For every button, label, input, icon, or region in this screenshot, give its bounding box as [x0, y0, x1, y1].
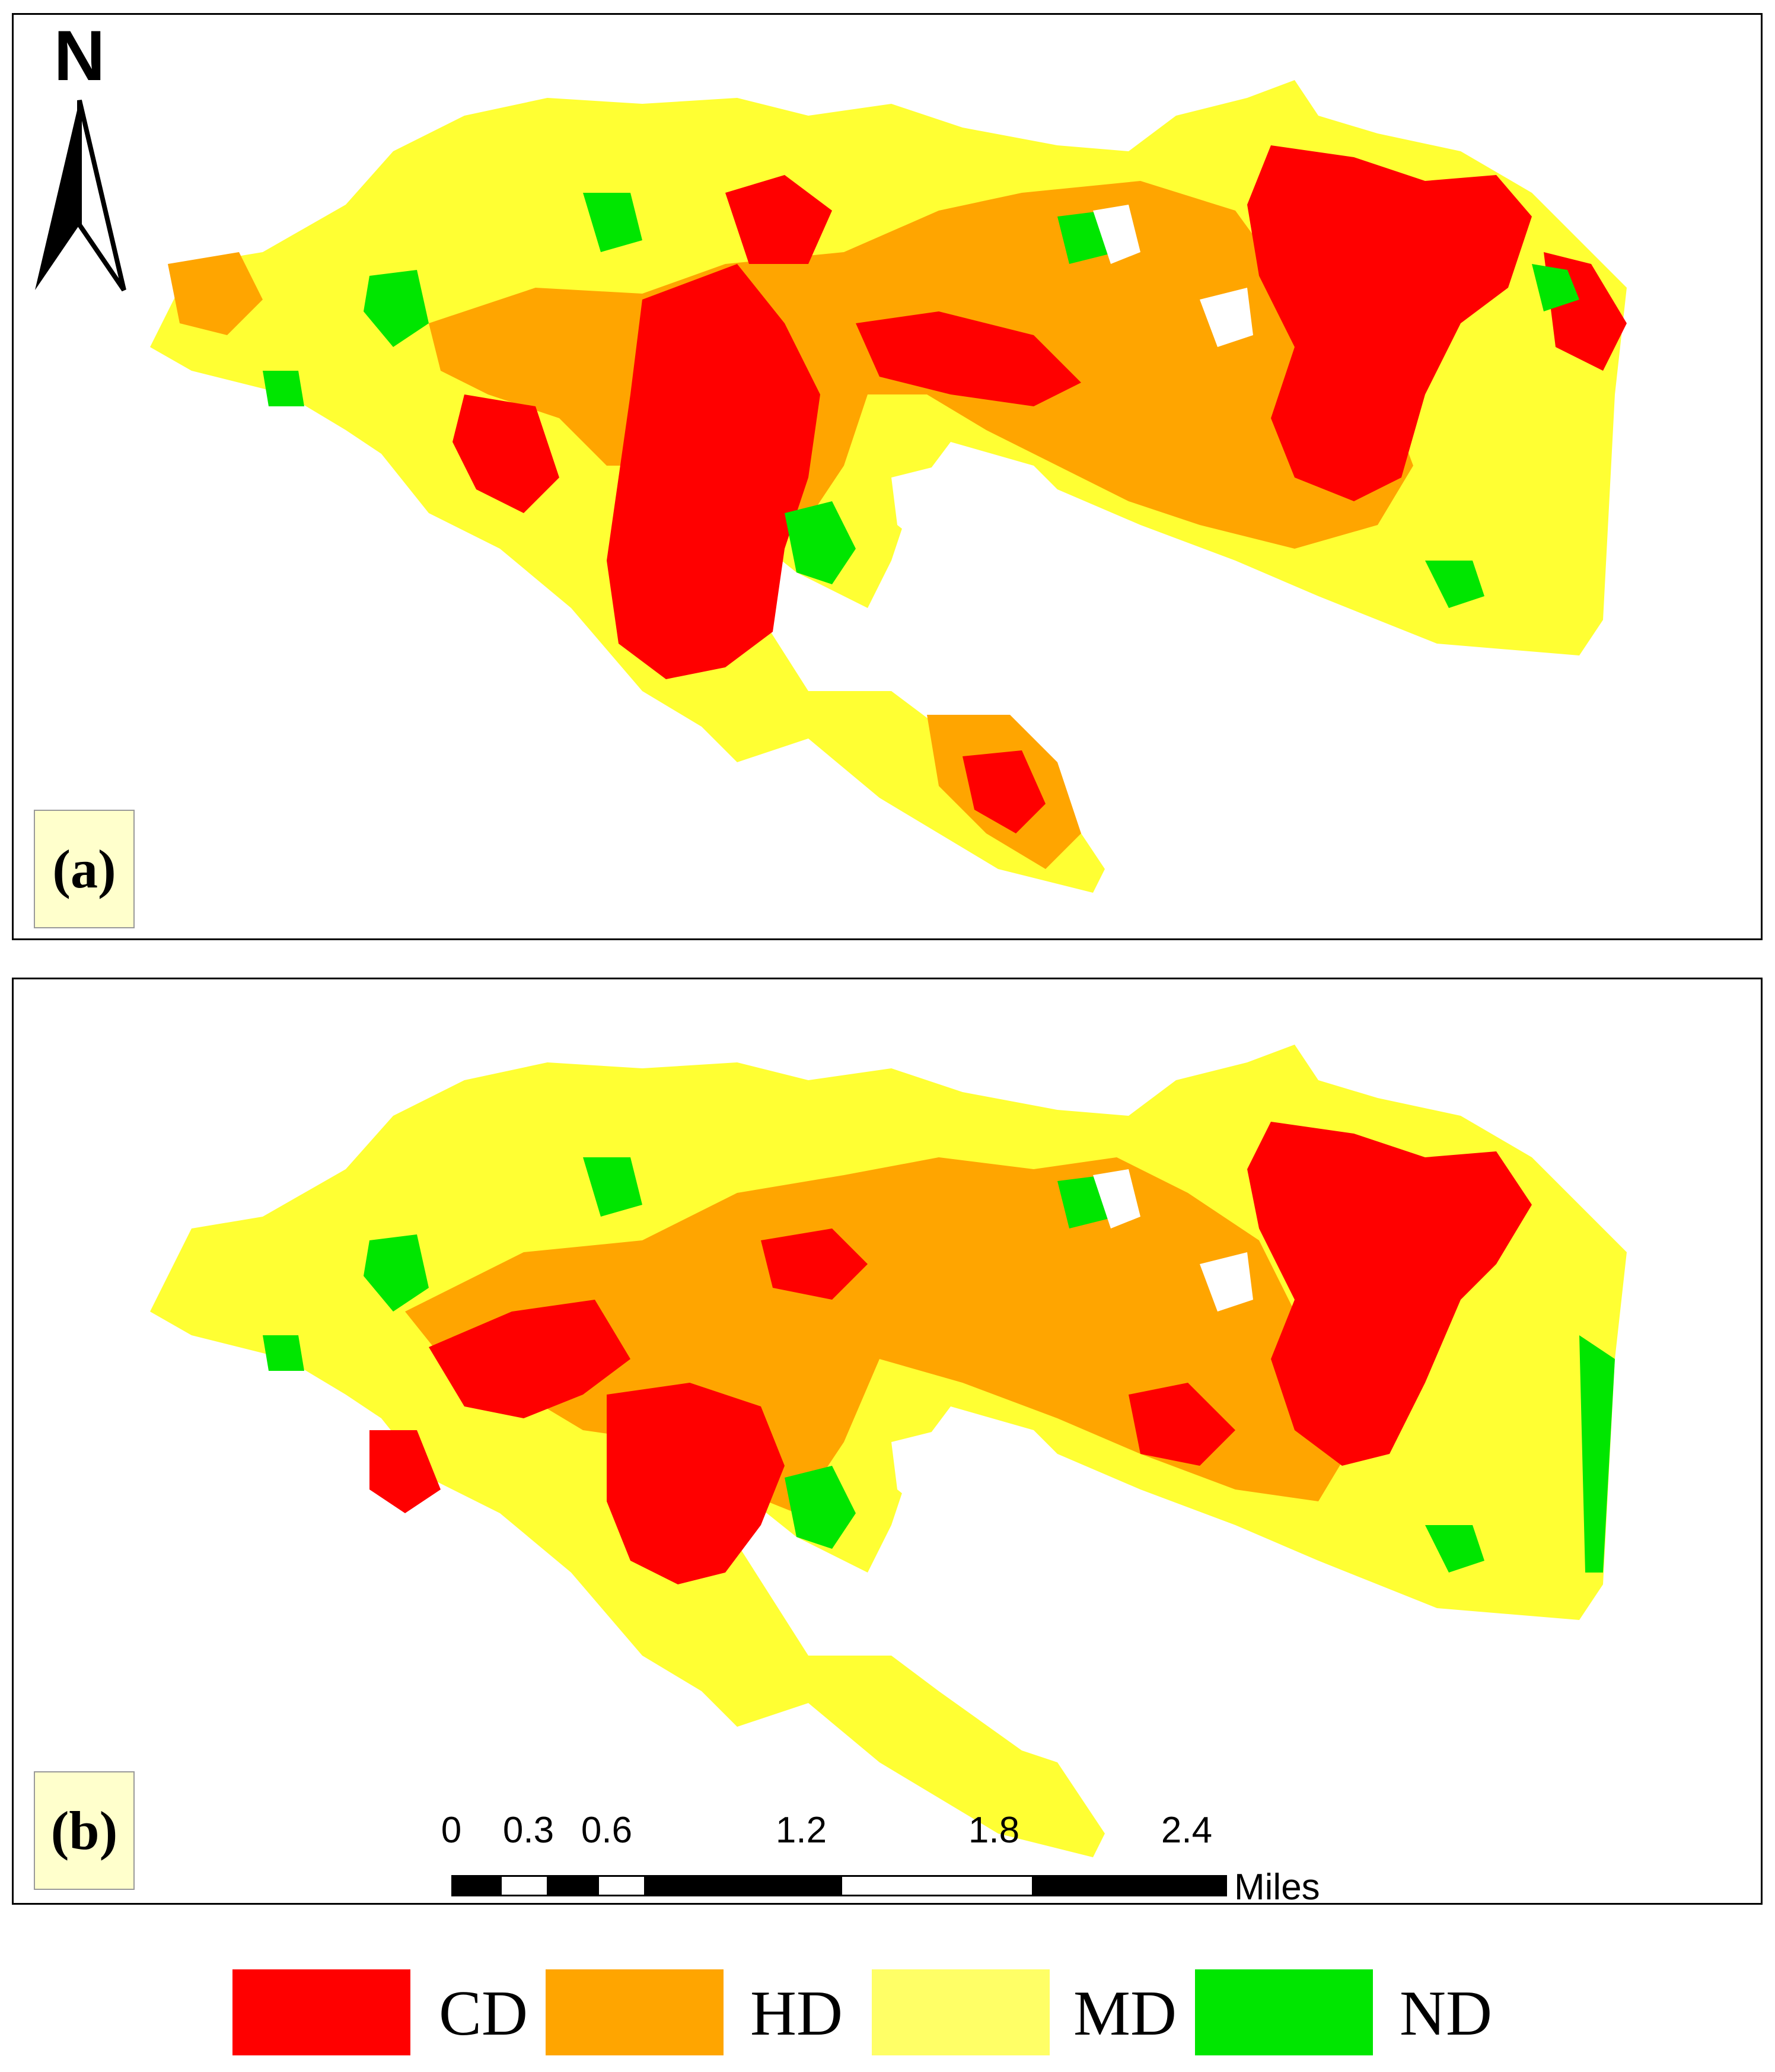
region-hd-1 [168, 252, 263, 335]
scale-segment [646, 1875, 840, 1896]
north-arrow: N [17, 16, 142, 296]
gap-3 [1200, 288, 1253, 347]
panel-label-b: (b) [34, 1771, 135, 1890]
region-cd-3 [1247, 1122, 1532, 1466]
legend-swatch-nd [1195, 1969, 1373, 2055]
north-arrow-icon [35, 100, 126, 292]
region-nd-4 [1425, 1525, 1484, 1573]
scale-tick: 0 [441, 1810, 462, 1851]
region-cd-2 [429, 1300, 630, 1418]
gap-2 [1093, 205, 1140, 264]
legend: CD HD MD ND [0, 1958, 1775, 2064]
region-cd-1 [607, 1383, 785, 1584]
scale-segment [1034, 1875, 1227, 1896]
region-nd-2 [583, 1157, 642, 1217]
legend-swatch-md [872, 1969, 1050, 2055]
legend-swatch-cd [232, 1969, 410, 2055]
region-nd-4 [1425, 561, 1484, 608]
scale-bar: 0 0.3 0.6 1.2 1.8 2.4 Miles [434, 1810, 1320, 1903]
gap-2 [1093, 1169, 1140, 1228]
classification-map-b [150, 1045, 1627, 1857]
region-cd-1 [607, 264, 820, 679]
region-cd-4 [1247, 145, 1532, 501]
region-nd-6 [1579, 1335, 1615, 1573]
region-cd-2 [725, 175, 832, 264]
classification-map-a [150, 80, 1627, 893]
map-panel-a: N (a) [12, 13, 1763, 940]
region-cd-3 [856, 311, 1081, 406]
scale-unit: Miles [1234, 1867, 1320, 1905]
north-letter: N [53, 16, 106, 96]
legend-label-cd: CD [439, 1978, 528, 2049]
legend-label-md: MD [1073, 1978, 1177, 2049]
scale-tick: 0.6 [581, 1810, 633, 1851]
map-panel-b: (b) 0 0.3 0.6 1.2 1.8 2.4 Miles [12, 978, 1763, 1905]
scale-tick: 0.3 [502, 1810, 555, 1851]
region-nd-3 [785, 1466, 856, 1549]
region-cd-4 [761, 1228, 868, 1300]
region-nd-7 [263, 371, 304, 406]
gap-1 [891, 1430, 963, 1513]
region-cd-7 [963, 750, 1046, 833]
region-cd-6 [369, 1430, 441, 1513]
panel-label-a: (a) [34, 810, 135, 928]
region-nd-1 [364, 1234, 429, 1312]
gap-3 [1200, 1252, 1253, 1312]
scale-tick: 1.8 [968, 1810, 1020, 1851]
legend-label-nd: ND [1400, 1978, 1492, 2049]
scale-segment [451, 1875, 500, 1896]
region-nd-3 [785, 501, 856, 584]
legend-swatch-hd [546, 1969, 724, 2055]
region-nd-6 [1532, 264, 1579, 311]
scale-tick: 2.4 [1161, 1810, 1213, 1851]
scale-segment [500, 1875, 549, 1896]
region-nd-1 [364, 270, 429, 347]
scale-segment [549, 1875, 597, 1896]
region-cd-6 [452, 394, 559, 513]
gap-1 [891, 466, 963, 549]
scale-segment [597, 1875, 646, 1896]
legend-label-hd: HD [750, 1978, 843, 2049]
scale-tick: 1.2 [775, 1810, 827, 1851]
scale-segment [840, 1875, 1034, 1896]
region-nd-2 [583, 193, 642, 252]
region-cd-5 [1129, 1383, 1235, 1466]
region-nd-7 [263, 1335, 304, 1371]
